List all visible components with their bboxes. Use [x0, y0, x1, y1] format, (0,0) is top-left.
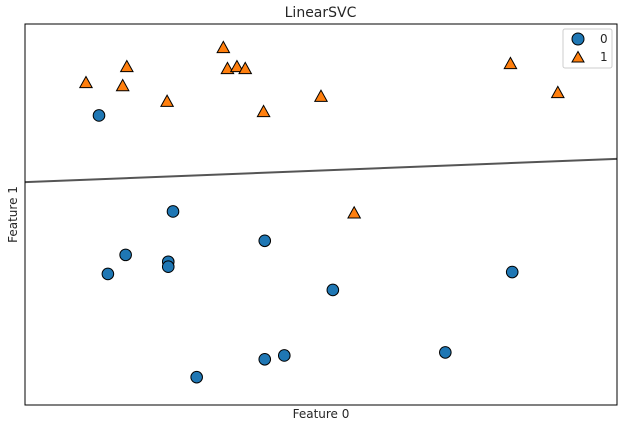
legend-item-1: 1 [571, 50, 608, 64]
data-points [78, 40, 565, 384]
class-1-triangle-point [220, 61, 235, 75]
class-1-triangle-point [160, 94, 175, 107]
class-0-circle-point [439, 346, 452, 359]
class-1-triangle-point [503, 56, 518, 70]
legend: 0 1 [562, 28, 613, 69]
class-1-triangle-point [216, 40, 231, 54]
class-0-circle-point [161, 260, 175, 273]
legend-marker-circle [571, 32, 585, 46]
class-1-triangle-point [238, 61, 253, 75]
class-1-triangle-point [229, 59, 244, 73]
decision-boundary-line [24, 157, 618, 184]
legend-label-0: 0 [600, 32, 608, 46]
class-1-triangle-point [256, 104, 271, 118]
class-0-circle-point [92, 109, 106, 122]
class-0-circle-point [258, 352, 272, 366]
class-0-circle-point [190, 370, 203, 384]
class-1-triangle-point [313, 89, 329, 102]
class-0-circle-point [119, 248, 132, 262]
class-1-triangle-point [78, 75, 94, 89]
plot-area [25, 24, 617, 405]
legend-item-0: 0 [571, 32, 608, 46]
class-1-triangle-point [347, 205, 362, 219]
plot-frame [24, 23, 618, 406]
class-1-triangle-point [550, 85, 565, 99]
class-0-circle-point [505, 265, 519, 279]
class-0-circle-point [258, 234, 272, 248]
class-1-triangle-point [119, 59, 134, 73]
legend-label-1: 1 [600, 50, 608, 64]
class-1-triangle-point [115, 78, 130, 92]
class-0-circle-point [101, 267, 115, 281]
class-0-circle-point [166, 205, 180, 218]
class-0-circle-point [277, 349, 291, 362]
chart-title: LinearSVC [285, 5, 357, 21]
class-0-circle-point [326, 283, 340, 297]
x-axis-label: Feature 0 [293, 407, 350, 421]
legend-marker-triangle [571, 50, 585, 63]
y-axis-label: Feature 1 [6, 186, 20, 243]
